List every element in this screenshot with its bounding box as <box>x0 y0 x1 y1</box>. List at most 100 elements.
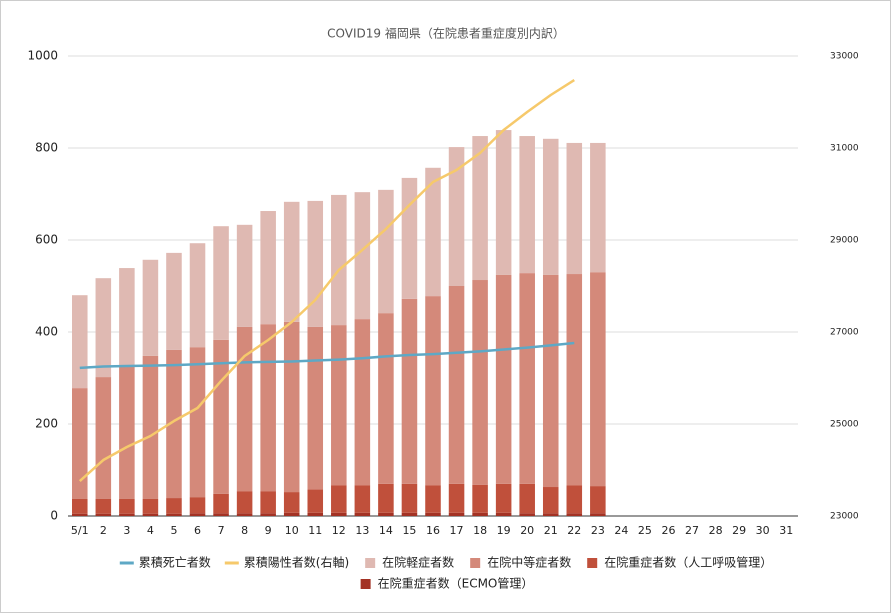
bar-segment <box>189 347 206 498</box>
bar-segment <box>378 483 394 513</box>
bar-segment <box>283 492 300 513</box>
line-series <box>79 341 575 370</box>
bar-segment <box>354 319 371 486</box>
bar-segment <box>95 377 112 499</box>
line-series <box>78 78 575 482</box>
bar-segment <box>425 167 441 297</box>
bar-segment <box>495 512 512 516</box>
bar-segment <box>448 512 465 516</box>
bar-segment <box>72 295 88 389</box>
bar-segment <box>236 513 253 516</box>
bar-segment <box>331 325 347 486</box>
x-tick-label: 28 <box>709 524 723 537</box>
bar-segment <box>472 484 488 513</box>
bar-segment <box>425 512 441 516</box>
bar-segment <box>260 324 276 492</box>
bar-segment <box>236 326 253 492</box>
bar-segment <box>331 512 347 516</box>
bar-segment <box>307 200 324 327</box>
legend-item: 在院重症者数（人工呼吸管理） <box>587 555 772 570</box>
legend-label: 累積陽性者数(右軸) <box>244 555 349 570</box>
bar-segment <box>260 513 276 516</box>
legend-item: 累積死亡者数 <box>119 555 211 570</box>
bar-segment <box>472 280 488 485</box>
y2-tick-label: 23000 <box>830 512 859 522</box>
bar-segment <box>166 349 182 499</box>
bar-segment <box>213 226 229 340</box>
bar-segment <box>354 485 371 513</box>
bar-segment <box>472 136 488 281</box>
bar-segment <box>519 136 535 274</box>
bar-segment <box>519 273 535 484</box>
bar-segment <box>425 485 441 513</box>
x-tick-label: 19 <box>497 524 511 537</box>
bar-segment <box>119 268 135 366</box>
x-tick-label: 24 <box>614 524 628 537</box>
bar-segment <box>142 498 159 514</box>
bar-segment <box>236 491 253 514</box>
x-tick-label: 3 <box>123 524 130 537</box>
x-tick-label: 7 <box>218 524 225 537</box>
bar-segment <box>119 365 135 499</box>
bar-segment <box>590 142 606 273</box>
bar-segment <box>519 513 535 516</box>
legend-item: 在院中等症者数 <box>470 555 571 570</box>
legend-swatch <box>470 558 481 568</box>
bar-segment <box>189 497 206 514</box>
chart-title: COVID19 福岡県（在院患者重症度別内訳） <box>327 26 565 41</box>
bar-segment <box>283 321 300 493</box>
bar-segment <box>401 298 418 484</box>
x-tick-label: 10 <box>285 524 299 537</box>
bar-segment <box>166 252 182 350</box>
bar-segment <box>542 513 559 516</box>
bar-segment <box>590 513 606 516</box>
bar-segment <box>166 498 182 514</box>
y-tick-label: 0 <box>50 509 58 523</box>
x-tick-label: 16 <box>426 524 440 537</box>
bar-segment <box>307 326 324 490</box>
bar-segment <box>307 489 324 513</box>
bar-segment <box>142 513 159 516</box>
y-tick-label: 400 <box>35 325 58 339</box>
bar-segment <box>354 192 371 320</box>
legend-item: 累積陽性者数(右軸) <box>224 555 349 570</box>
x-tick-label: 17 <box>450 524 464 537</box>
x-tick-label: 21 <box>544 524 558 537</box>
bar-segment <box>142 259 159 356</box>
legend-label: 在院重症者数（ECMO管理） <box>378 576 534 591</box>
bar-segment <box>260 211 276 325</box>
x-tick-label: 5/1 <box>71 524 89 537</box>
legend-item: 在院重症者数（ECMO管理） <box>360 576 534 591</box>
bar-segment <box>189 243 206 348</box>
bar-segment <box>331 194 347 326</box>
x-tick-label: 15 <box>402 524 416 537</box>
bar-segment <box>95 513 112 516</box>
bar-segment <box>307 512 324 516</box>
x-tick-label: 26 <box>661 524 675 537</box>
x-tick-label: 25 <box>638 524 652 537</box>
bar-segment <box>448 147 465 286</box>
bar-segment <box>566 274 583 486</box>
legend-swatch <box>119 561 134 565</box>
x-tick-label: 23 <box>591 524 605 537</box>
bar-segment <box>72 498 88 514</box>
bar-segment <box>425 296 441 486</box>
x-tick-label: 5 <box>170 524 177 537</box>
bar-segment <box>119 498 135 514</box>
bar-segment <box>401 512 418 516</box>
bar-segment <box>378 189 394 314</box>
bar-segment <box>119 513 135 516</box>
x-tick-label: 27 <box>685 524 699 537</box>
bar-segment <box>378 512 394 516</box>
legend-swatch <box>360 579 371 589</box>
y-tick-label: 200 <box>35 417 58 431</box>
bar-segment <box>495 483 512 513</box>
x-tick-label: 14 <box>379 524 393 537</box>
bar-segment <box>213 493 229 514</box>
bar-segment <box>566 142 583 275</box>
y2-tick-label: 33000 <box>830 52 859 62</box>
legend-swatch <box>365 558 376 568</box>
bar-segment <box>566 485 583 514</box>
x-tick-label: 20 <box>520 524 534 537</box>
